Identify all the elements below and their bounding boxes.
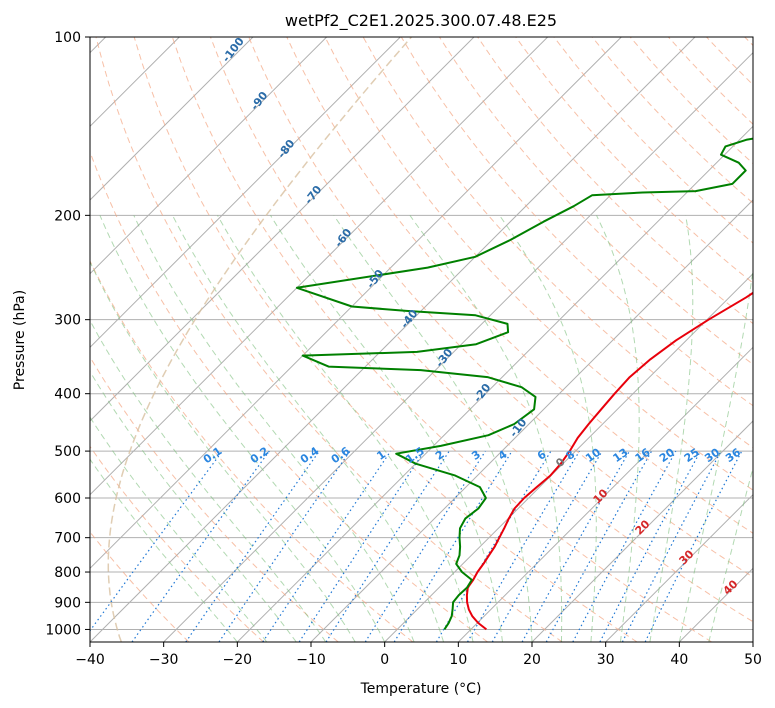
y-axis-label: Pressure (hPa) xyxy=(12,290,28,390)
mixing-ratio-line xyxy=(599,450,702,642)
moist-adiabat xyxy=(649,215,694,642)
reference-curve xyxy=(107,37,412,642)
y-tick-label: 600 xyxy=(54,491,81,507)
x-tick-label: −40 xyxy=(75,652,105,668)
dry-adiabat xyxy=(171,37,712,642)
mixing-ratio-line xyxy=(218,450,351,642)
profile-lines xyxy=(295,137,753,631)
moist-adiabat xyxy=(133,215,415,642)
mixing-ratio-line xyxy=(298,450,425,642)
x-tick-label: −10 xyxy=(296,652,326,668)
chart-title: wetPf2_C2E1.2025.300.07.48.E25 xyxy=(285,11,557,31)
moist-adiabat xyxy=(409,215,563,642)
x-tick-label: 10 xyxy=(449,652,467,668)
isotherm-gridline xyxy=(236,125,753,642)
dry-adiabat xyxy=(286,37,753,534)
moist-adiabat xyxy=(99,215,386,642)
isotherm-gridline xyxy=(605,493,753,642)
dry-adiabat xyxy=(90,259,414,642)
moist-adiabat xyxy=(678,265,753,642)
y-tick-label: 1000 xyxy=(45,622,81,638)
isotherm-gridline xyxy=(90,37,328,275)
dry-adiabat xyxy=(515,37,753,284)
mixing-ratio-line xyxy=(185,450,320,642)
y-tick-label: 200 xyxy=(54,208,81,224)
dewpoint-line xyxy=(295,137,753,630)
x-tick-label: 0 xyxy=(380,652,389,668)
isotherm-gridline xyxy=(163,51,753,642)
isotherm-gridline xyxy=(531,420,753,642)
isotherm-gridline xyxy=(90,37,254,201)
moist-adiabat xyxy=(90,319,327,642)
mixing-ratio-line xyxy=(572,450,677,642)
y-tick-label: 500 xyxy=(54,444,81,460)
mixing-ratio-line xyxy=(325,450,450,642)
moist-adiabat xyxy=(333,215,533,642)
moist-adiabat xyxy=(90,416,268,642)
y-tick-label: 400 xyxy=(54,387,81,403)
x-tick-label: −20 xyxy=(223,652,253,668)
isotherm-gridline xyxy=(90,37,622,570)
x-tick-label: 50 xyxy=(744,652,762,668)
y-tick-label: 800 xyxy=(54,565,81,581)
moist-adiabat xyxy=(172,215,445,642)
y-tick-label: 300 xyxy=(54,313,81,329)
mixing-ratio-line xyxy=(262,450,392,642)
mixing-ratio-line xyxy=(393,450,513,642)
x-tick-label: −30 xyxy=(149,652,179,668)
plot-frame xyxy=(89,36,754,643)
isotherm-gridline xyxy=(90,37,696,642)
dry-adiabat xyxy=(210,37,753,623)
y-axis: 100 200 300 400 500 600 700 800 900 1000 xyxy=(45,30,90,638)
y-tick-label: 100 xyxy=(54,30,81,46)
y-tick-label: 900 xyxy=(54,595,81,611)
isotherm-gridline xyxy=(90,37,475,422)
moist-adiabat xyxy=(90,458,238,642)
x-tick-label: 30 xyxy=(597,652,615,668)
isotherm-gridline xyxy=(90,37,401,349)
x-tick-label: 40 xyxy=(670,652,688,668)
x-axis: −40 −30 −20 −10 0 10 20 30 40 50 xyxy=(75,642,762,668)
x-tick-label: 20 xyxy=(523,652,541,668)
moist-adiabat xyxy=(90,370,297,642)
moist-adiabat xyxy=(217,215,474,642)
moist-adiabat xyxy=(90,260,356,642)
temperature-line xyxy=(465,291,753,631)
y-tick-label: 700 xyxy=(54,531,81,547)
x-axis-label: Temperature (°C) xyxy=(360,681,482,697)
moist-adiabat xyxy=(499,215,597,642)
mixing-ratio-line xyxy=(466,450,580,642)
isotherm-gridline xyxy=(90,37,549,496)
dry-adiabat xyxy=(248,37,753,578)
moist-adiabat xyxy=(596,215,640,642)
dry-adiabat xyxy=(133,37,638,642)
mixing-ratio-line xyxy=(364,450,486,642)
dry-adiabat xyxy=(95,37,563,642)
isotherm-gridline xyxy=(384,272,753,642)
